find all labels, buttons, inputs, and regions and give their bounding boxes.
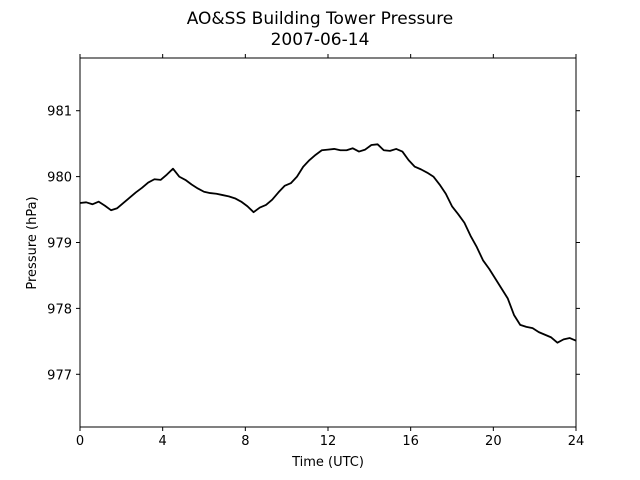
y-tick-label: 977 — [47, 368, 72, 383]
x-tick-label: 8 — [241, 434, 249, 449]
x-tick-label: 24 — [568, 434, 585, 449]
x-tick-label: 16 — [402, 434, 419, 449]
pressure-series-line — [79, 143, 577, 344]
y-axis-label: Pressure (hPa) — [25, 196, 40, 289]
x-axis-label: Time (UTC) — [291, 455, 364, 470]
series-group — [79, 143, 577, 344]
x-tick-label: 4 — [159, 434, 167, 449]
plot-area-border — [79, 57, 577, 428]
plot-frame — [79, 57, 577, 428]
y-tick-label: 981 — [47, 105, 72, 120]
axis-ticks: 0 4 8 12 16 20 24 977 978 979 980 981 — [47, 54, 584, 449]
y-tick-label: 978 — [47, 302, 72, 317]
x-tick-label: 20 — [485, 434, 502, 449]
x-tick-label: 12 — [320, 434, 337, 449]
x-tick-label: 0 — [76, 434, 84, 449]
y-tick-label: 979 — [47, 237, 72, 252]
chart-subtitle: 2007-06-14 — [271, 30, 370, 50]
chart-title: AO&SS Building Tower Pressure — [187, 9, 454, 29]
y-tick-label: 980 — [47, 171, 72, 186]
